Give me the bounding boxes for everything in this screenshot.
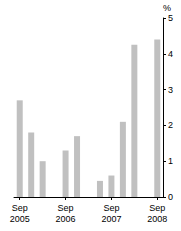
svg-text:%: % bbox=[163, 3, 171, 13]
svg-text:1: 1 bbox=[168, 156, 173, 166]
svg-text:Sep: Sep bbox=[103, 203, 119, 213]
svg-text:2008: 2008 bbox=[147, 214, 167, 224]
svg-text:2006: 2006 bbox=[56, 214, 76, 224]
svg-text:2005: 2005 bbox=[10, 214, 30, 224]
svg-text:Sep: Sep bbox=[149, 203, 165, 213]
svg-text:3: 3 bbox=[168, 85, 173, 95]
svg-text:4: 4 bbox=[168, 49, 173, 59]
svg-text:5: 5 bbox=[168, 13, 173, 23]
svg-text:Sep: Sep bbox=[58, 203, 74, 213]
svg-text:2: 2 bbox=[168, 120, 173, 130]
svg-text:Sep: Sep bbox=[12, 203, 28, 213]
svg-text:0: 0 bbox=[168, 192, 173, 202]
svg-text:2007: 2007 bbox=[101, 214, 121, 224]
